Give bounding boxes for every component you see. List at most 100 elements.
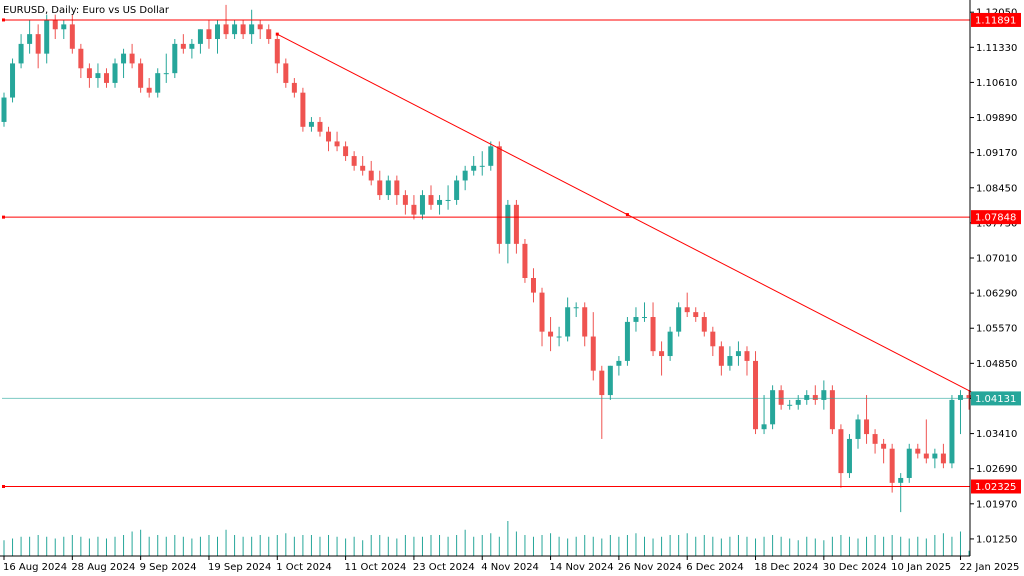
candle xyxy=(932,448,938,469)
candle xyxy=(52,14,58,40)
candle-body xyxy=(556,336,562,338)
candle xyxy=(86,63,92,88)
candle-body xyxy=(957,395,963,400)
candle xyxy=(368,160,374,186)
volume-layer xyxy=(3,521,970,556)
candle-body xyxy=(727,356,733,366)
trendline-anchor-middle[interactable] xyxy=(625,213,629,217)
candle-body xyxy=(274,39,280,64)
candle xyxy=(385,175,391,200)
candle-body xyxy=(351,156,357,166)
price-tick-label: 1.01970 xyxy=(976,499,1017,510)
price-tick-label: 1.03410 xyxy=(976,429,1017,440)
candle-body xyxy=(402,195,408,205)
candle xyxy=(607,365,613,400)
candle-body xyxy=(257,24,263,30)
candle-body xyxy=(898,477,904,483)
candle xyxy=(300,87,306,132)
candle-body xyxy=(69,24,75,49)
candle-body xyxy=(505,204,511,244)
candle-body xyxy=(642,317,647,319)
candle-body xyxy=(360,165,366,171)
horizontal-line-price-label: 1.07848 xyxy=(975,213,1016,224)
time-tick-label: 18 Dec 2024 xyxy=(755,562,819,573)
candle-body xyxy=(915,448,921,454)
candle xyxy=(821,380,827,410)
time-tick-label: 9 Sep 2024 xyxy=(140,562,197,573)
candle xyxy=(659,341,665,376)
candle xyxy=(317,117,323,137)
price-tick-label: 1.09170 xyxy=(976,148,1017,159)
candle-body xyxy=(138,63,144,88)
candle xyxy=(488,141,494,171)
candle xyxy=(923,419,929,464)
candle xyxy=(795,395,801,410)
candle-body xyxy=(121,53,127,64)
candle-body xyxy=(86,68,92,79)
candle xyxy=(44,14,50,64)
horizontal-line-anchor[interactable] xyxy=(2,485,5,488)
candle-body xyxy=(454,180,460,200)
candle-body xyxy=(932,453,938,459)
time-axis[interactable]: 16 Aug 2024 28 Aug 2024 9 Sep 2024 19 Sep 2… xyxy=(3,556,1019,573)
horizontal-line-anchor[interactable] xyxy=(2,215,5,219)
candle xyxy=(582,302,588,347)
candle xyxy=(334,131,340,152)
horizontal-lines-layer[interactable] xyxy=(2,18,970,488)
candle xyxy=(215,19,220,54)
candle-body xyxy=(906,448,912,478)
candle xyxy=(351,151,357,171)
candle xyxy=(471,156,477,176)
candle xyxy=(855,414,861,449)
candle xyxy=(548,317,554,352)
candle-body xyxy=(266,29,272,40)
price-labels-layer: 1.11891 1.07848 1.02325 1.04131 xyxy=(971,12,1021,494)
candle xyxy=(326,126,332,152)
candle xyxy=(804,390,810,405)
time-tick-label: 1 Oct 2024 xyxy=(276,562,331,573)
horizontal-line-price-label: 1.02325 xyxy=(975,482,1016,493)
time-tick-label: 10 Jan 2025 xyxy=(891,562,951,573)
candle xyxy=(163,53,169,83)
candle xyxy=(121,48,127,79)
trendline-anchor-start[interactable] xyxy=(275,32,279,36)
candle xyxy=(103,68,109,88)
candle xyxy=(599,365,605,439)
candle xyxy=(232,19,238,40)
candle-body xyxy=(385,180,391,196)
price-tick-label: 1.01250 xyxy=(976,534,1017,545)
candle xyxy=(957,390,963,435)
candle xyxy=(189,39,195,59)
time-tick-label: 28 Aug 2024 xyxy=(71,562,135,573)
candle xyxy=(462,165,468,191)
candle xyxy=(18,34,24,69)
candle xyxy=(735,341,741,366)
candle-body xyxy=(599,370,605,396)
candle-body xyxy=(624,321,630,361)
candle-body xyxy=(206,29,212,40)
horizontal-line-anchor[interactable] xyxy=(2,18,5,22)
candle xyxy=(343,141,349,161)
candle-body xyxy=(881,443,887,449)
candle-body xyxy=(10,63,16,98)
candle xyxy=(846,434,852,478)
candle-body xyxy=(52,19,58,30)
candle xyxy=(505,199,511,264)
time-tick-label: 23 Oct 2024 xyxy=(413,562,475,573)
candle xyxy=(522,238,528,283)
candle-body xyxy=(829,390,835,430)
candle-body xyxy=(317,121,323,132)
candle-body xyxy=(437,199,443,205)
candle-body xyxy=(61,24,67,30)
candle-body xyxy=(718,346,724,366)
horizontal-line-price-label-box xyxy=(971,210,1021,225)
candle xyxy=(1,92,7,127)
candle-layer xyxy=(1,4,972,513)
candle-body xyxy=(163,73,169,75)
candle xyxy=(479,151,485,176)
candle-body xyxy=(838,429,844,474)
time-tick-label: 22 Jan 2025 xyxy=(959,562,1019,573)
candle-body xyxy=(95,73,101,79)
candle xyxy=(394,175,400,205)
